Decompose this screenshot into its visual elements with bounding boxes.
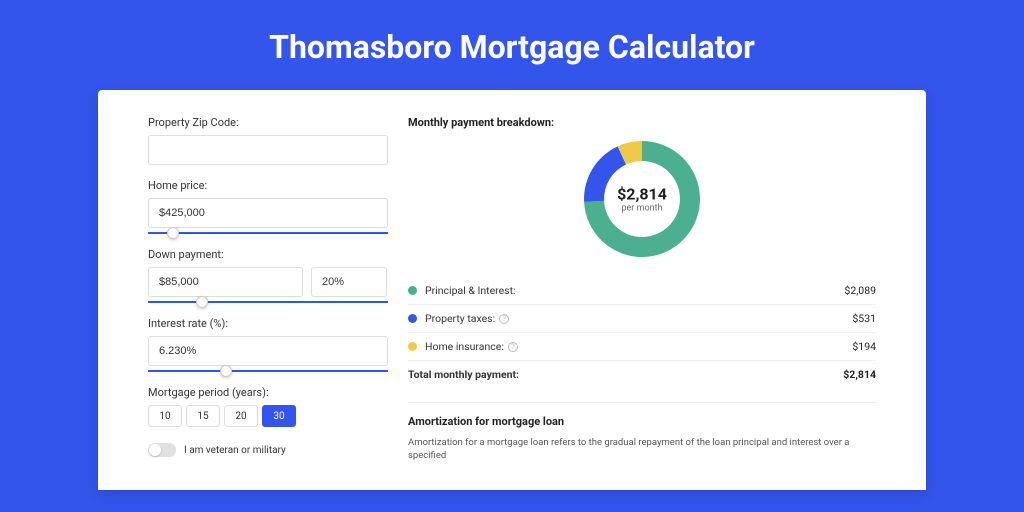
interest-rate-slider-thumb[interactable] [220, 365, 232, 377]
veteran-toggle[interactable] [148, 443, 176, 457]
legend-row: Principal & Interest:$2,089 [408, 277, 876, 305]
donut-chart: $2,814 per month [582, 139, 702, 259]
down-payment-amount-input[interactable] [148, 267, 303, 297]
calculator-card: Property Zip Code: Home price: Down paym… [98, 90, 926, 490]
donut-chart-wrap: $2,814 per month [408, 139, 876, 259]
home-price-label: Home price: [148, 179, 388, 192]
total-row: Total monthly payment: $2,814 [408, 361, 876, 388]
total-value: $2,814 [843, 368, 876, 381]
period-button-30[interactable]: 30 [262, 405, 296, 427]
info-icon[interactable]: ? [508, 342, 518, 352]
zip-input[interactable] [148, 135, 388, 165]
period-button-20[interactable]: 20 [224, 405, 258, 427]
period-button-10[interactable]: 10 [148, 405, 182, 427]
breakdown-title: Monthly payment breakdown: [408, 116, 876, 129]
legend-dot [408, 314, 417, 323]
info-icon[interactable]: ? [499, 314, 509, 324]
page-title: Thomasboro Mortgage Calculator [0, 0, 1024, 90]
donut-amount: $2,814 [617, 185, 667, 204]
veteran-toggle-row: I am veteran or military [148, 443, 388, 457]
legend-row: Home insurance:?$194 [408, 333, 876, 361]
home-price-input[interactable] [148, 198, 388, 228]
legend-label: Principal & Interest: [425, 284, 844, 297]
legend-label: Property taxes:? [425, 312, 852, 325]
period-button-15[interactable]: 15 [186, 405, 220, 427]
legend-list: Principal & Interest:$2,089Property taxe… [408, 277, 876, 361]
period-field-group: Mortgage period (years): 10152030 [148, 386, 388, 427]
home-price-slider-thumb[interactable] [167, 227, 179, 239]
period-label: Mortgage period (years): [148, 386, 388, 399]
breakdown-column: Monthly payment breakdown: $2,814 per mo… [388, 90, 926, 490]
interest-rate-input[interactable] [148, 336, 388, 366]
down-payment-slider[interactable] [148, 301, 388, 303]
legend-dot [408, 286, 417, 295]
home-price-slider[interactable] [148, 232, 388, 234]
legend-label: Home insurance:? [425, 340, 852, 353]
legend-value: $531 [852, 312, 876, 325]
down-payment-slider-thumb[interactable] [196, 296, 208, 308]
total-label: Total monthly payment: [408, 368, 843, 381]
interest-rate-label: Interest rate (%): [148, 317, 388, 330]
interest-rate-slider[interactable] [148, 370, 388, 372]
down-payment-percent-input[interactable] [311, 267, 387, 297]
zip-field-group: Property Zip Code: [148, 116, 388, 165]
amortization-text: Amortization for a mortgage loan refers … [408, 436, 876, 463]
legend-row: Property taxes:?$531 [408, 305, 876, 333]
legend-value: $194 [852, 340, 876, 353]
amortization-title: Amortization for mortgage loan [408, 415, 876, 428]
amortization-section: Amortization for mortgage loan Amortizat… [408, 402, 876, 463]
veteran-label: I am veteran or military [184, 445, 286, 456]
period-button-group: 10152030 [148, 405, 388, 427]
down-payment-label: Down payment: [148, 248, 388, 261]
legend-value: $2,089 [844, 284, 876, 297]
form-column: Property Zip Code: Home price: Down paym… [98, 90, 388, 490]
interest-rate-field-group: Interest rate (%): [148, 317, 388, 372]
donut-per-month-label: per month [617, 204, 667, 214]
donut-center: $2,814 per month [617, 185, 667, 214]
down-payment-field-group: Down payment: [148, 248, 388, 303]
legend-dot [408, 342, 417, 351]
home-price-field-group: Home price: [148, 179, 388, 234]
zip-label: Property Zip Code: [148, 116, 388, 129]
